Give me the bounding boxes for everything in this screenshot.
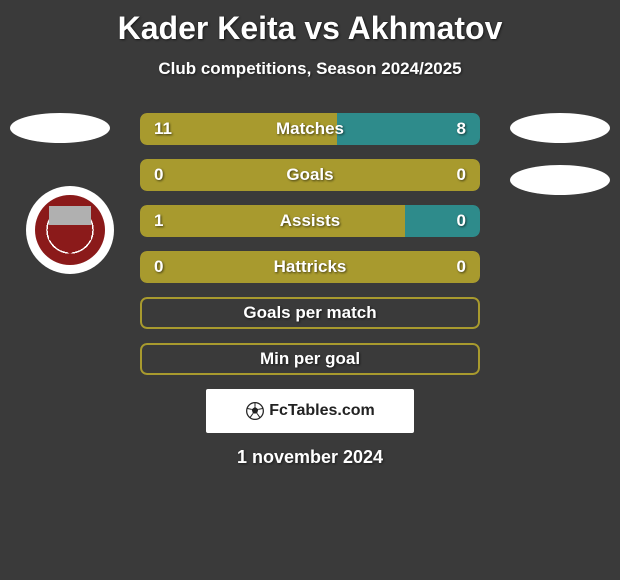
stat-bar-right-value: 8 — [457, 113, 466, 145]
stat-bar-row: Goals per match — [140, 297, 480, 329]
stat-bar-right-value: 0 — [457, 251, 466, 283]
club-badge-icon — [35, 195, 105, 265]
soccer-ball-icon — [245, 401, 265, 421]
stat-bar-right-value: 0 — [457, 205, 466, 237]
stat-bar-left-value: 11 — [154, 113, 172, 145]
stat-bar-label: Goals — [140, 159, 480, 191]
stat-bar-row: Assists1 0 — [140, 205, 480, 237]
stat-bar-left-value: 0 — [154, 251, 163, 283]
stat-bar-row: Min per goal — [140, 343, 480, 375]
stat-bar-label: Goals per match — [140, 297, 480, 329]
stat-bar-label: Hattricks — [140, 251, 480, 283]
player-right-oval-2 — [510, 165, 610, 195]
stat-bar-left-value: 1 — [154, 205, 163, 237]
player-left-oval-1 — [10, 113, 110, 143]
comparison-content: Matches118Goals00Assists10Hattricks00Goa… — [0, 113, 620, 468]
page-title: Kader Keita vs Akhmatov — [0, 0, 620, 47]
page-subtitle: Club competitions, Season 2024/2025 — [0, 59, 620, 79]
stat-bar-right-value: 0 — [457, 159, 466, 191]
stat-bar-label: Min per goal — [140, 343, 480, 375]
stat-bar-left-value: 0 — [154, 159, 163, 191]
stat-bar-row: Goals0 0 — [140, 159, 480, 191]
player-right-oval-1 — [510, 113, 610, 143]
stat-bar-row: Matches11 8 — [140, 113, 480, 145]
snapshot-date: 1 november 2024 — [0, 447, 620, 468]
stat-bar-label: Assists — [140, 205, 480, 237]
attribution-badge: FcTables.com — [206, 389, 414, 433]
stat-bar-label: Matches — [140, 113, 480, 145]
stat-bars: Matches118Goals00Assists10Hattricks00Goa… — [140, 113, 480, 375]
player-left-club-badge — [26, 186, 114, 274]
stat-bar-row: Hattricks0 0 — [140, 251, 480, 283]
attribution-text: FcTables.com — [269, 402, 375, 420]
